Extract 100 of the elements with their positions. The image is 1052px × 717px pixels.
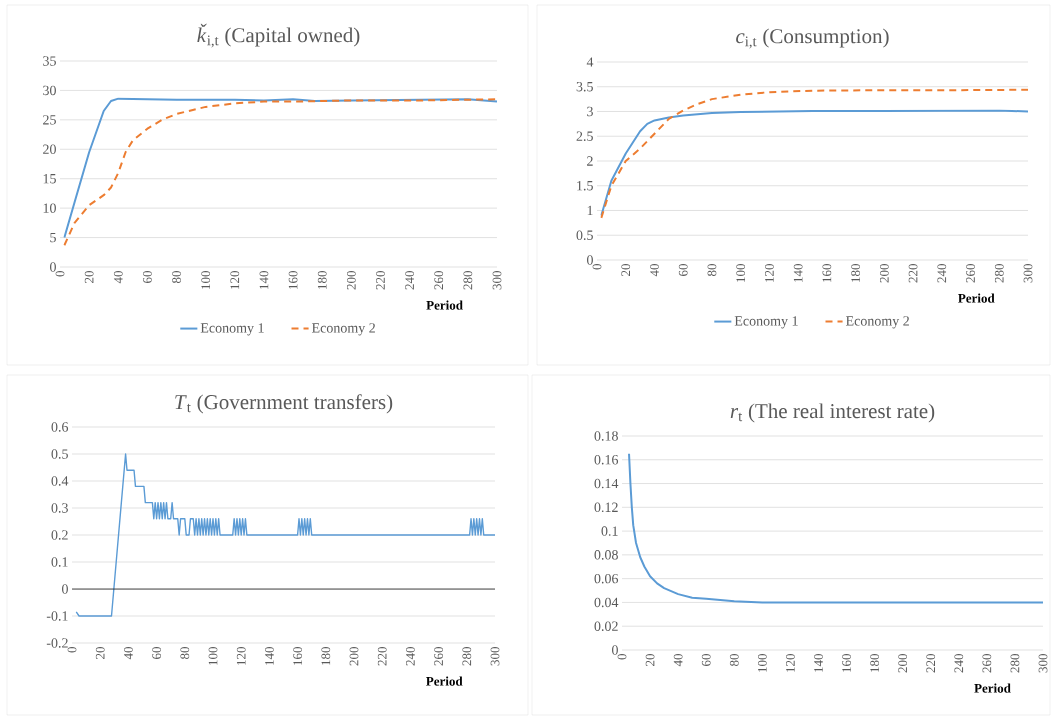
- y-tick-label: 3.5: [576, 82, 593, 92]
- y-tick-label: 0.2: [51, 530, 68, 540]
- x-tick-label: 260: [982, 654, 992, 673]
- y-tick-label: 10: [43, 203, 56, 213]
- x-tick-label: 220: [926, 654, 936, 673]
- y-tick-label: 2.5: [576, 131, 593, 141]
- y-tick-label: 5: [50, 232, 56, 243]
- x-tick-label: 300: [1023, 264, 1033, 283]
- x-tick-label: 200: [898, 654, 908, 673]
- y-tick-label: 25: [43, 115, 56, 125]
- x-tick-label: 140: [259, 271, 269, 289]
- chart-title: c$_{i,t}$ (Consumption): [736, 28, 889, 49]
- x-tick-label: 40: [124, 647, 133, 660]
- x-tick-label: 160: [842, 654, 851, 672]
- x-tick-label: 40: [650, 264, 659, 277]
- x-tick-label: 40: [673, 654, 683, 667]
- y-tick-label: 0.3: [51, 503, 68, 513]
- x-tick-label: 0: [617, 654, 627, 660]
- x-tick-label: 80: [172, 271, 181, 284]
- x-tick-label: 180: [870, 654, 879, 672]
- chart-title: ǩ$_{i,t}$ (Capital owned): [197, 23, 360, 48]
- y-tick-label: 1.5: [577, 181, 593, 191]
- chart-title: r$_{t}$ (The real interest rate): [730, 403, 935, 423]
- x-tick-label: 300: [490, 647, 500, 666]
- y-tick-label: 3: [587, 106, 593, 117]
- y-tick-label: 30: [43, 85, 56, 96]
- x-tick-label: 120: [236, 647, 246, 665]
- x-tick-label: 280: [1010, 654, 1020, 673]
- y-tick-label: 20: [43, 144, 56, 155]
- x-tick-label: 200: [346, 271, 356, 290]
- x-tick-label: 80: [707, 264, 717, 277]
- x-tick-label: 180: [851, 264, 860, 282]
- y-tick-label: 0.6: [51, 422, 69, 432]
- x-tick-label: 140: [793, 264, 803, 282]
- y-tick-label: 0.1: [51, 557, 68, 567]
- x-tick-label: 140: [265, 647, 274, 665]
- y-tick-label: 4: [586, 57, 594, 67]
- x-tick-label: 0: [67, 647, 77, 653]
- x-tick-label: 200: [349, 647, 359, 666]
- x-tick-label: 280: [994, 264, 1004, 283]
- x-tick-label: 120: [230, 271, 240, 289]
- x-tick-label: 20: [84, 271, 94, 283]
- x-tick-label: 100: [736, 264, 746, 282]
- y-tick-label: 2: [587, 156, 593, 166]
- x-tick-label: 60: [701, 654, 711, 666]
- y-tick-label: 0.4: [51, 476, 69, 486]
- x-tick-label: 160: [293, 647, 302, 665]
- legend-label: Economy 1: [734, 316, 798, 329]
- x-tick-label: 280: [462, 647, 472, 666]
- x-tick-label: 300: [492, 271, 502, 290]
- x-tick-label: 40: [113, 271, 123, 284]
- x-tick-label: 80: [729, 654, 739, 667]
- y-tick-label: 0.02: [594, 621, 618, 631]
- y-tick-label: 0.06: [594, 573, 619, 584]
- x-axis-title: Period: [426, 300, 463, 310]
- x-tick-label: 20: [95, 647, 105, 659]
- y-tick-label: 0: [62, 584, 68, 594]
- x-axis-title: Period: [958, 293, 995, 303]
- x-tick-label: 60: [152, 647, 161, 659]
- x-tick-label: 260: [966, 264, 975, 283]
- x-tick-label: 300: [1038, 654, 1048, 673]
- legend-label: Economy 2: [311, 323, 375, 336]
- y-tick-label: 0.5: [51, 449, 68, 459]
- y-tick-label: -0.1: [46, 611, 68, 621]
- x-tick-label: 100: [201, 271, 211, 289]
- y-tick-label: 0.12: [594, 502, 618, 513]
- y-tick-label: 0: [587, 255, 593, 265]
- x-tick-label: 60: [678, 264, 688, 276]
- x-tick-label: 260: [434, 271, 444, 290]
- x-tick-label: 220: [908, 264, 918, 283]
- y-tick-label: 1: [587, 205, 593, 216]
- y-tick-label: 0.16: [594, 455, 619, 465]
- y-tick-label: 0.14: [594, 478, 619, 489]
- legend-label: Economy 2: [845, 316, 909, 329]
- x-tick-label: 220: [376, 271, 385, 290]
- x-tick-label: 160: [288, 271, 298, 289]
- x-tick-label: 100: [757, 654, 767, 672]
- x-tick-label: 200: [879, 264, 889, 283]
- x-tick-label: 120: [765, 264, 774, 282]
- y-tick-label: 0.1: [601, 526, 618, 536]
- x-tick-label: 100: [208, 647, 218, 665]
- x-tick-label: 180: [321, 647, 331, 665]
- x-tick-label: 140: [814, 654, 823, 672]
- x-tick-label: 240: [954, 654, 964, 673]
- x-tick-label: 20: [621, 264, 631, 276]
- x-tick-label: 80: [180, 647, 190, 660]
- chart-title: T$_{t}$ (Government transfers): [175, 394, 393, 414]
- y-tick-label: 35: [43, 56, 56, 66]
- x-tick-label: 160: [822, 264, 832, 282]
- y-tick-label: -0.2: [46, 638, 68, 648]
- x-tick-label: 280: [463, 271, 473, 290]
- x-axis-title: Period: [974, 683, 1011, 693]
- x-tick-label: 240: [937, 264, 947, 283]
- y-tick-label: 0.18: [594, 431, 618, 441]
- x-tick-label: 20: [645, 654, 655, 666]
- y-tick-label: 0.04: [594, 597, 619, 608]
- x-tick-label: 60: [143, 271, 152, 283]
- x-tick-label: 260: [434, 647, 443, 666]
- x-axis-title: Period: [426, 676, 463, 686]
- y-tick-label: 15: [43, 174, 56, 184]
